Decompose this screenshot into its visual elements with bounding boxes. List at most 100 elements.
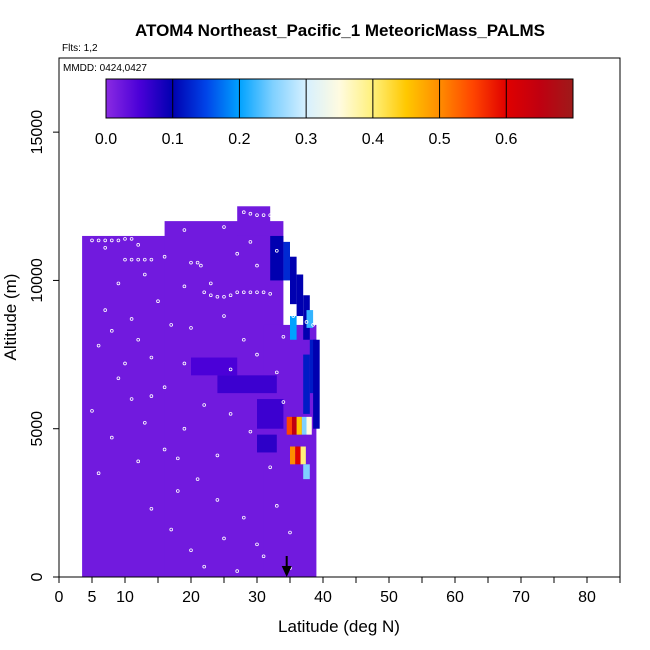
sample-marker [189,548,193,553]
sample-marker [222,225,226,229]
colorbar-tick-label: 0.5 [428,131,450,148]
sample-marker [242,210,246,215]
sample-marker [304,320,309,324]
sample-marker [255,213,259,217]
heatmap-cell [295,446,301,465]
sample-marker [248,429,253,434]
sample-marker [255,263,259,268]
sample-marker [242,515,246,520]
sample-marker [291,314,296,318]
sample-marker [136,257,141,262]
sample-marker [123,257,127,262]
sample-marker [202,564,207,569]
y-tick-label: 15000 [29,110,46,155]
x-tick-label: 10 [116,589,134,606]
colorbar-tick-label: 0.1 [162,131,184,148]
sample-marker [222,536,226,541]
sample-marker [162,254,167,259]
sample-marker [195,477,200,481]
x-tick-label: 5 [88,589,97,606]
heatmap-cell [313,339,320,429]
sample-marker [274,504,279,508]
sample-marker [116,281,121,286]
heatmap-cell [290,256,297,305]
sample-marker [129,237,134,241]
sample-marker [123,361,127,366]
sample-marker [255,352,259,357]
sample-marker [235,569,240,573]
sample-marker [103,308,107,312]
sample-marker [123,237,127,241]
sample-marker [228,412,233,416]
sample-marker [189,326,193,330]
sample-marker [149,355,154,360]
heatmap-cell [237,206,271,236]
sample-marker [162,385,167,389]
sample-marker [182,284,187,289]
sample-marker [182,426,187,431]
x-axis: 0 5 10 20 30 40 50 60 70 80 [55,577,621,606]
sample-marker [281,334,286,339]
sample-marker [248,290,253,295]
heatmap-cell [291,416,297,435]
sample-marker [242,290,246,295]
sample-marker [103,246,107,250]
sample-marker [96,471,101,476]
sample-marker [268,465,273,470]
sample-marker [235,251,240,256]
sample-marker [189,260,193,265]
sample-marker [261,290,266,295]
sample-marker [228,293,233,298]
heatmap-cell [290,316,297,340]
sample-marker [129,257,134,262]
sample-marker [209,281,213,286]
sample-marker [129,397,134,401]
sample-marker [242,337,246,342]
sample-marker [268,291,273,296]
sample-marker [182,228,187,232]
heatmap-cell [283,241,290,281]
y-tick-label: 10000 [29,258,46,303]
sample-marker [103,238,107,243]
heatmap-cell [309,339,317,394]
heatmap-cell [217,375,277,394]
colorbar-tick-label: 0.0 [95,131,117,148]
colorbar-tick-label: 0.2 [228,131,250,148]
sample-marker [156,299,160,303]
y-axis: 0 5000 10000 15000 [29,110,59,581]
chart-title: ATOM4 Northeast_Pacific_1 MeteoricMass_P… [135,21,545,40]
sample-marker [261,554,266,559]
x-axis-label: Latitude (deg N) [278,617,400,636]
sample-marker [143,257,147,262]
x-tick-label: 70 [512,589,530,606]
x-tick-label: 40 [314,589,332,606]
sample-marker [281,400,286,404]
heatmap-cell [301,416,307,435]
colorbar-tick-label: 0.6 [495,131,517,148]
sample-marker [143,420,147,425]
sample-marker [248,211,253,216]
heatmap-cell [270,235,284,281]
sample-marker [274,370,279,375]
sample-marker [222,294,226,299]
sample-marker [129,317,134,321]
colorbar-ticks: 0.0 0.1 0.2 0.3 0.4 0.5 0.6 [95,79,518,148]
heatmap-cell [286,416,292,435]
sample-marker [255,290,259,295]
y-axis-label: Altitude (m) [1,274,20,361]
sample-marker [222,314,226,318]
sample-marker [215,294,220,299]
sample-marker [268,213,273,217]
arrow-marker [281,556,292,577]
sample-marker [288,530,292,535]
sample-marker [149,394,154,398]
sample-marker [209,293,213,298]
heatmap-cell [303,464,310,480]
sample-marker [162,447,167,452]
sample-markers [90,210,315,573]
x-tick-label: 20 [182,589,200,606]
sample-marker [311,323,315,327]
heatmap-cell [257,434,277,453]
sample-marker [215,498,220,502]
